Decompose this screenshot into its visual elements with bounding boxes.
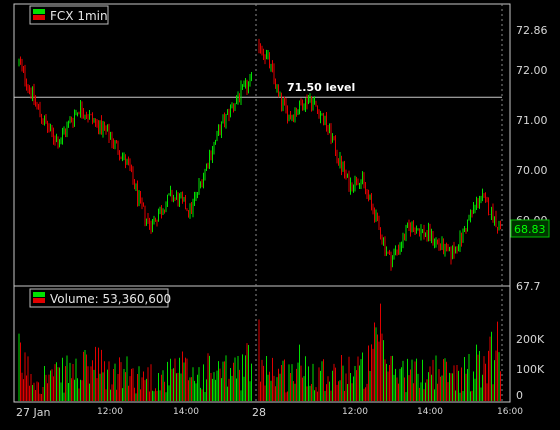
volume-legend-up-swatch	[33, 292, 45, 297]
volume-y-axis: 200K 100K 0	[516, 333, 545, 402]
volume-panel	[13, 285, 511, 403]
y-tick-label: 72.86	[516, 24, 548, 37]
y-tick-label: 72.00	[516, 64, 548, 77]
price-legend: FCX 1min	[29, 5, 109, 25]
volume-tick-label: 200K	[516, 333, 545, 346]
volume-tick-label: 100K	[516, 363, 545, 376]
x-tick-label: 28	[252, 406, 266, 419]
x-tick-label: 14:00	[173, 407, 199, 417]
volume-legend-down-swatch	[33, 298, 45, 303]
last-price-value: 68.83	[514, 223, 546, 236]
x-tick-label: 12:00	[342, 407, 368, 417]
last-price-tag: 68.83	[510, 219, 550, 238]
x-tick-label: 14:00	[417, 407, 443, 417]
price-candles	[18, 38, 501, 271]
volume-legend: Volume: 53,360,600	[29, 288, 171, 308]
x-tick-label: 27 Jan	[16, 406, 50, 419]
y-tick-label: 71.00	[516, 114, 548, 127]
y-tick-label: 70.00	[516, 164, 548, 177]
legend-down-swatch	[33, 15, 45, 20]
legend-up-swatch	[33, 9, 45, 14]
volume-label: Volume: 53,360,600	[50, 292, 171, 306]
x-tick-label: 12:00	[97, 407, 123, 417]
price-level-label: 71.50 level	[287, 81, 355, 94]
volume-bars	[18, 303, 501, 401]
x-tick-label: 16:00	[497, 407, 523, 417]
y-tick-label: 67.7	[516, 280, 541, 293]
volume-tick-label: 0	[516, 389, 523, 402]
x-axis: 27 Jan 12:00 14:00 28 12:00 14:00 16:00	[16, 406, 523, 419]
symbol-label: FCX 1min	[50, 9, 108, 23]
